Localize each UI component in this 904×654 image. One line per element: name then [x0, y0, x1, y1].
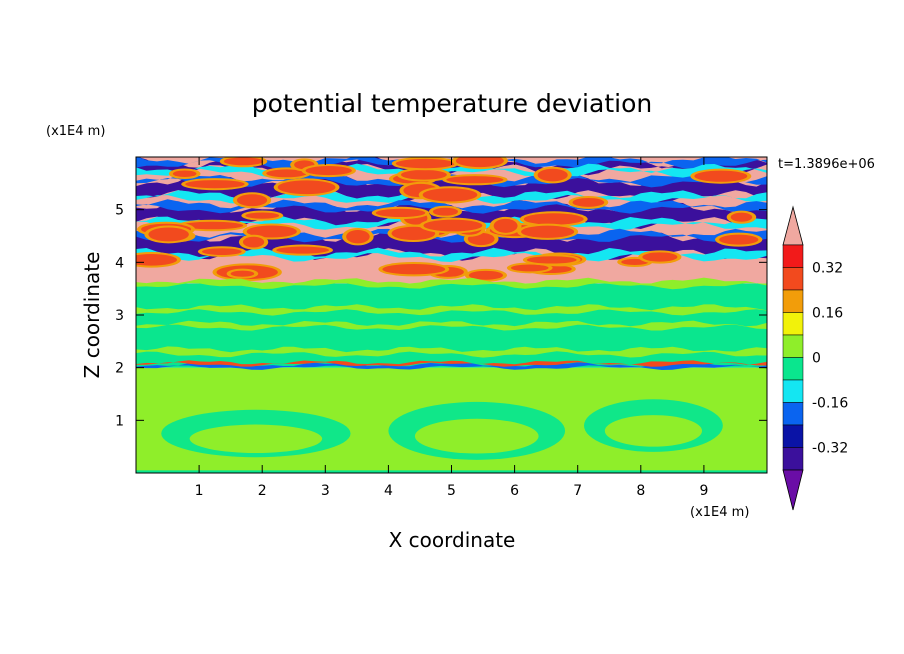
interface-blue [136, 362, 767, 370]
eddy-inner [136, 254, 177, 266]
eddy-inner [230, 270, 255, 277]
eddy-inner [694, 170, 748, 182]
eddy-inner [201, 248, 242, 255]
eddy-inner [719, 234, 759, 245]
colorbar-label: -0.16 [812, 396, 848, 412]
eddy-inner [537, 168, 568, 182]
eddy-inner [730, 212, 753, 222]
eddy-inner [276, 246, 329, 254]
eddy-inner [346, 229, 370, 244]
time-label: t=1.3896e+06 [778, 157, 875, 172]
colorbar-swatch [782, 267, 804, 291]
colorbar-label: -0.32 [812, 441, 848, 457]
eddy-inner [432, 207, 458, 216]
eddy-inner [423, 219, 483, 232]
eddy-inner [468, 270, 504, 280]
middle-layer [136, 304, 767, 316]
eddy-inner [510, 264, 549, 272]
middle-layer [136, 320, 767, 331]
x-tick-label: 7 [573, 483, 582, 499]
y-tick-label: 4 [115, 255, 124, 271]
band-cyan-edge [136, 163, 767, 178]
eddy-inner [236, 194, 268, 207]
eddy-inner [521, 225, 575, 238]
band-cyan-edge [136, 216, 767, 231]
colorbar-swatch [782, 379, 804, 403]
colorbar-swatch [782, 424, 804, 448]
eddy-inner [391, 226, 436, 241]
y-tick-label: 5 [115, 203, 124, 219]
eddy-inner [572, 197, 605, 207]
y-tick-label: 1 [115, 413, 124, 429]
eddy-inner [642, 252, 678, 262]
x-axis-label: X coordinate [389, 528, 516, 552]
eddy-inner [246, 225, 297, 238]
colorbar-swatch [782, 312, 804, 336]
eddy-inner [382, 263, 446, 275]
y-ticks: 1 2 3 4 5 [115, 203, 767, 429]
x-tick-label: 1 [195, 483, 204, 499]
swirl-inner [414, 418, 539, 454]
chart-title: potential temperature deviation [252, 89, 652, 118]
colorbar-swatch [782, 334, 804, 358]
colorbar-extend-top [782, 205, 804, 246]
x-tick-label: 2 [258, 483, 267, 499]
swirl-inner [189, 424, 323, 453]
eddy-inner [181, 221, 244, 230]
eddy-inner [266, 169, 307, 178]
x-tick-label: 5 [447, 483, 456, 499]
colorbar-label: 0.16 [812, 306, 843, 322]
eddy-inner [185, 180, 245, 189]
eddy-inner [172, 170, 197, 177]
x-tick-label: 4 [384, 483, 393, 499]
x-tick-label: 3 [321, 483, 330, 499]
eddy-inner [446, 176, 504, 184]
y-tick-label: 3 [115, 308, 124, 324]
eddy-inner [523, 213, 584, 225]
colorbar: 0.32 0.16 0 -0.16 -0.32 [782, 205, 848, 511]
band-cyan-edge [136, 247, 767, 262]
eddy-inner [400, 169, 447, 180]
x-ticks: 1 2 3 4 5 6 7 8 9 [195, 157, 708, 499]
y-axis-label: Z coordinate [80, 252, 104, 379]
y-tick-label: 2 [115, 361, 124, 377]
colorbar-swatch [782, 447, 804, 471]
colorbar-swatch [782, 357, 804, 381]
eddy-inner [245, 212, 280, 219]
interface-red [136, 360, 767, 367]
band-blue-edge [136, 228, 767, 243]
eddy-inner [148, 227, 189, 242]
eddy-inner [455, 157, 504, 168]
colorbar-label: 0 [812, 351, 821, 367]
colorbar-swatch [782, 244, 804, 268]
colorbar-swatch [782, 402, 804, 426]
band-fringe [136, 277, 767, 290]
eddy-inner [493, 218, 518, 233]
middle-layer [136, 346, 767, 358]
y-unit-label: (x1E4 m) [46, 124, 105, 139]
eddy-inner [375, 208, 426, 218]
colorbar-extend-bottom [782, 469, 804, 511]
contour-field [136, 157, 767, 473]
eddy-inner [277, 180, 336, 195]
eddy-inner [395, 158, 455, 169]
x-unit-label: (x1E4 m) [690, 505, 749, 520]
eddy-inner [422, 188, 478, 202]
eddy-inner [305, 165, 352, 176]
eddy-inner [526, 256, 577, 264]
eddy-inner [223, 157, 264, 166]
x-tick-label: 8 [636, 483, 645, 499]
colorbar-label: 0.32 [812, 261, 843, 277]
colorbar-swatch [782, 289, 804, 313]
eddy-inner [242, 236, 265, 248]
swirl-inner [604, 415, 703, 447]
x-tick-label: 6 [510, 483, 519, 499]
x-tick-label: 9 [699, 483, 708, 499]
